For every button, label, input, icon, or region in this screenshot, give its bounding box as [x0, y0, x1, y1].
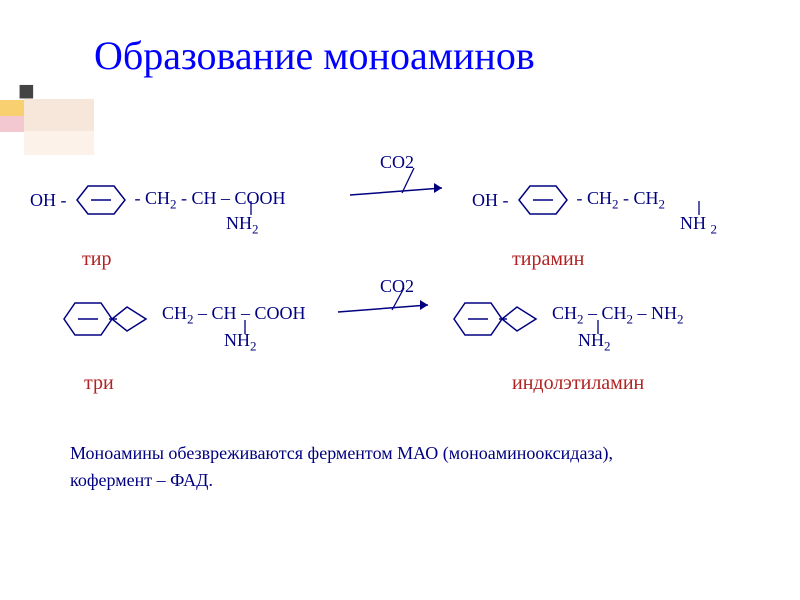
r1-reactant-nh2: NH2 [226, 213, 259, 238]
r1-reactant-suffix: - СН2 - СН – СООН [135, 188, 286, 213]
r2-product-label: индолэтиламин [512, 372, 644, 395]
r2-product-indole [450, 298, 546, 345]
deco-left-pink [0, 116, 24, 132]
r2-product-formula: СН2 – СН2 – NН2 [552, 303, 684, 328]
indole-ring-icon [60, 298, 156, 340]
r2-product-nh2: NН2 [578, 330, 611, 355]
slide-title: Образование моноаминов [94, 32, 535, 79]
deco-rect-2 [24, 131, 94, 155]
indole-ring-icon [450, 298, 546, 340]
r2-reactant-nh2: NH2 [224, 330, 257, 355]
r2-arrow-icon [338, 282, 448, 332]
bottom-explanation: Моноамины обезвреживаются ферментом МАО … [70, 440, 613, 494]
r2-reactant-label: три [84, 372, 114, 395]
r1-product-nh2: NH 2 [680, 213, 717, 238]
benzene-ring-icon [515, 183, 571, 217]
r2-product-suffix: СН2 – СН2 – NН2 [552, 303, 684, 328]
r1-product-label: тирамин [512, 248, 584, 271]
r1-product-suffix: - СН2 - СН2 [577, 188, 666, 213]
r1-reactant-label: тир [82, 248, 111, 271]
r1-reactant-prefix: ОН - [30, 190, 67, 211]
r1-product-formula: ОН - - СН2 - СН2 [472, 183, 665, 217]
r1-reactant-formula: ОН - - СН2 - СН – СООН [30, 183, 286, 217]
bottom-line1: Моноамины обезвреживаются ферментом МАО … [70, 440, 613, 467]
r1-arrow-icon [350, 160, 460, 210]
benzene-ring-icon [73, 183, 129, 217]
r2-reactant-indole [60, 298, 156, 345]
slide-bullet: ■ [18, 76, 35, 108]
r1-product-prefix: ОН - [472, 190, 509, 211]
r2-reactant-formula: СН2 – СН – СООН [162, 303, 306, 328]
r2-reactant-suffix: СН2 – СН – СООН [162, 303, 306, 328]
bottom-line2: кофермент – ФАД. [70, 467, 613, 494]
